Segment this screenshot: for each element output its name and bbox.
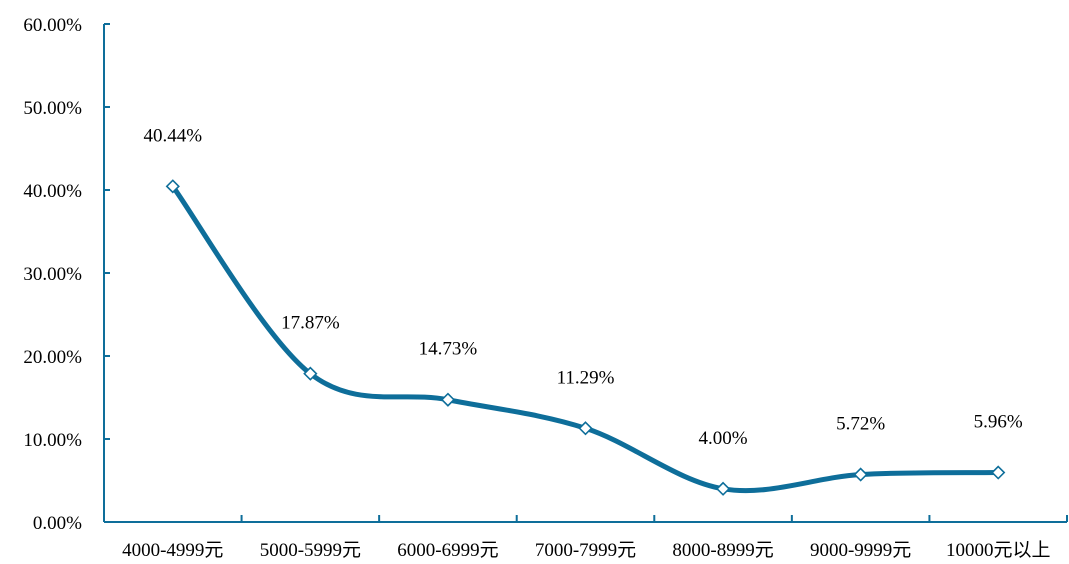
data-value-label: 4.00% xyxy=(699,428,748,449)
x-axis: 4000-4999元 5000-5999元 6000-6999元 7000-7999元… xyxy=(103,515,1068,561)
y-tick-label: 30.00% xyxy=(23,264,82,285)
x-category-label: 4000-4999元 xyxy=(122,540,223,561)
data-value-label: 14.73% xyxy=(419,339,478,360)
series-line-group xyxy=(170,183,1001,494)
data-value-label: 17.87% xyxy=(281,313,340,334)
data-value-label: 11.29% xyxy=(557,367,615,388)
y-tick-label: 50.00% xyxy=(23,98,82,119)
x-category-label: 10000元以上 xyxy=(946,539,1051,561)
data-point-marker xyxy=(853,467,868,482)
data-value-label: 5.96% xyxy=(974,412,1023,433)
y-tick-label: 20.00% xyxy=(23,347,82,368)
x-category-label: 5000-5999元 xyxy=(260,540,361,561)
data-point-marker xyxy=(715,481,731,496)
y-tick-label: 0.00% xyxy=(33,513,82,534)
data-value-label: 40.44% xyxy=(143,125,202,146)
x-category-label: 6000-6999元 xyxy=(397,540,498,561)
y-tick-label: 60.00% xyxy=(23,15,82,36)
y-tick-label: 10.00% xyxy=(23,430,82,451)
data-point-marker xyxy=(303,366,318,381)
data-point-marker xyxy=(440,392,456,407)
data-point-marker xyxy=(578,421,593,436)
data-labels: 40.44% 17.87% 14.73% 11.29% 4.00% 5.72% 5.96% xyxy=(143,125,1022,448)
series-line xyxy=(170,183,1001,494)
x-category-label: 8000-8999元 xyxy=(672,540,773,561)
data-markers xyxy=(165,179,1006,496)
x-category-label: 7000-7999元 xyxy=(535,540,636,561)
data-point-marker xyxy=(165,179,180,194)
data-value-label: 5.72% xyxy=(836,414,885,435)
x-category-label: 9000-9999元 xyxy=(810,540,911,561)
y-axis: 0.00% 10.00% 20.00% 30.00% 40.00% 50.00% 60.00… xyxy=(23,15,110,534)
data-point-marker xyxy=(991,465,1006,480)
y-tick-label: 40.00% xyxy=(23,181,82,202)
